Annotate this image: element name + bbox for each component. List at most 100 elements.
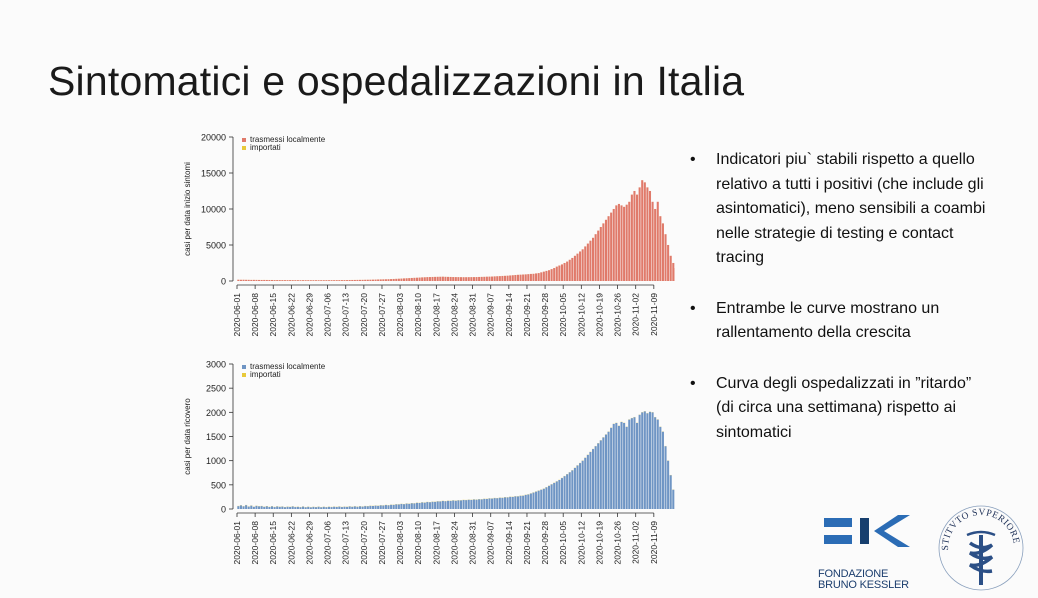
bar-local xyxy=(281,507,283,509)
bar-local xyxy=(255,506,257,509)
y-axis-label: casi per data inizio sintomi xyxy=(183,162,192,256)
bar-local xyxy=(413,503,415,509)
bar-local xyxy=(429,502,431,509)
bar-local xyxy=(455,501,457,509)
bar-local xyxy=(452,500,454,509)
bar-local xyxy=(615,205,617,281)
bar-local xyxy=(250,506,252,509)
bar-local xyxy=(318,280,320,281)
bar-local xyxy=(494,276,496,281)
bar-local xyxy=(579,251,581,281)
bar-local xyxy=(636,195,638,281)
bar-local xyxy=(447,277,449,281)
bar-local xyxy=(261,280,263,281)
bar-local xyxy=(274,280,276,281)
bar-local xyxy=(507,497,509,509)
bar-local xyxy=(408,278,410,281)
bar-local xyxy=(522,275,524,281)
bar-local xyxy=(305,507,307,509)
bar-local xyxy=(457,277,459,281)
bar-local xyxy=(442,501,444,509)
bar-local xyxy=(486,499,488,509)
bar-local xyxy=(649,191,651,281)
bar-local xyxy=(362,280,364,281)
bar-local xyxy=(597,231,599,281)
bar-local xyxy=(566,474,568,509)
bar-local xyxy=(644,411,646,509)
bar-local xyxy=(576,466,578,510)
bar-local xyxy=(343,507,345,509)
bar-local xyxy=(437,501,439,509)
bar-local xyxy=(426,502,428,509)
bar-local xyxy=(258,506,260,509)
bar-local xyxy=(499,498,501,509)
bar-local xyxy=(341,280,343,281)
bar-local xyxy=(610,428,612,509)
bar-local xyxy=(558,480,560,509)
legend-label: importati xyxy=(250,370,281,379)
bar-local xyxy=(613,424,615,509)
x-tick-label: 2020-07-20 xyxy=(359,293,369,337)
bar-local xyxy=(564,476,566,509)
x-tick-label: 2020-07-06 xyxy=(323,293,333,337)
bar-local xyxy=(426,277,428,281)
bar-local xyxy=(248,507,250,509)
bar-local xyxy=(315,280,317,281)
x-tick-label: 2020-09-21 xyxy=(522,521,532,565)
bar-local xyxy=(463,500,465,509)
bar-local xyxy=(382,279,384,281)
bar-local xyxy=(579,463,581,509)
x-tick-label: 2020-10-26 xyxy=(613,521,623,565)
bar-local xyxy=(279,280,281,281)
bar-local xyxy=(242,280,244,281)
bar-local xyxy=(483,499,485,509)
x-tick-label: 2020-08-31 xyxy=(468,293,478,337)
x-tick-label: 2020-07-13 xyxy=(341,521,351,565)
bar-local xyxy=(628,202,630,281)
bar-local xyxy=(279,507,281,509)
bar-local xyxy=(664,446,666,509)
bar-local xyxy=(488,498,490,509)
bar-local xyxy=(395,504,397,509)
bar-local xyxy=(556,481,558,509)
bar-local xyxy=(356,280,358,281)
bar-local xyxy=(501,276,503,281)
bar-local xyxy=(434,277,436,281)
bar-local xyxy=(520,496,522,509)
bar-local xyxy=(240,280,242,281)
bar-local xyxy=(336,507,338,509)
bar-local xyxy=(517,496,519,509)
bar-local xyxy=(613,209,615,281)
bar-local xyxy=(450,277,452,281)
bar-local xyxy=(413,278,415,281)
x-tick-label: 2020-07-20 xyxy=(359,521,369,565)
bar-local xyxy=(439,277,441,281)
bar-local xyxy=(299,280,301,281)
bar-local xyxy=(525,495,527,509)
x-tick-label: 2020-06-08 xyxy=(250,521,260,565)
bar-local xyxy=(338,507,340,509)
bar-local xyxy=(620,422,622,509)
bar-local xyxy=(670,475,672,509)
bar-local xyxy=(576,254,578,281)
bar-local xyxy=(325,507,327,509)
x-tick-label: 2020-08-10 xyxy=(413,293,423,337)
bar-local xyxy=(662,223,664,281)
bar-local xyxy=(486,277,488,281)
bar-local xyxy=(478,277,480,281)
bar-local xyxy=(346,280,348,281)
y-tick-label: 3000 xyxy=(206,360,226,370)
x-tick-label: 2020-06-29 xyxy=(304,521,314,565)
bar-local xyxy=(390,505,392,509)
x-tick-label: 2020-11-02 xyxy=(631,521,641,564)
bar-local xyxy=(545,271,547,281)
bar-local xyxy=(411,278,413,281)
x-tick-label: 2020-08-17 xyxy=(431,293,441,337)
bar-local xyxy=(520,275,522,281)
y-tick-label: 15000 xyxy=(201,169,226,179)
bar-local xyxy=(530,274,532,281)
x-tick-label: 2020-09-21 xyxy=(522,293,532,337)
